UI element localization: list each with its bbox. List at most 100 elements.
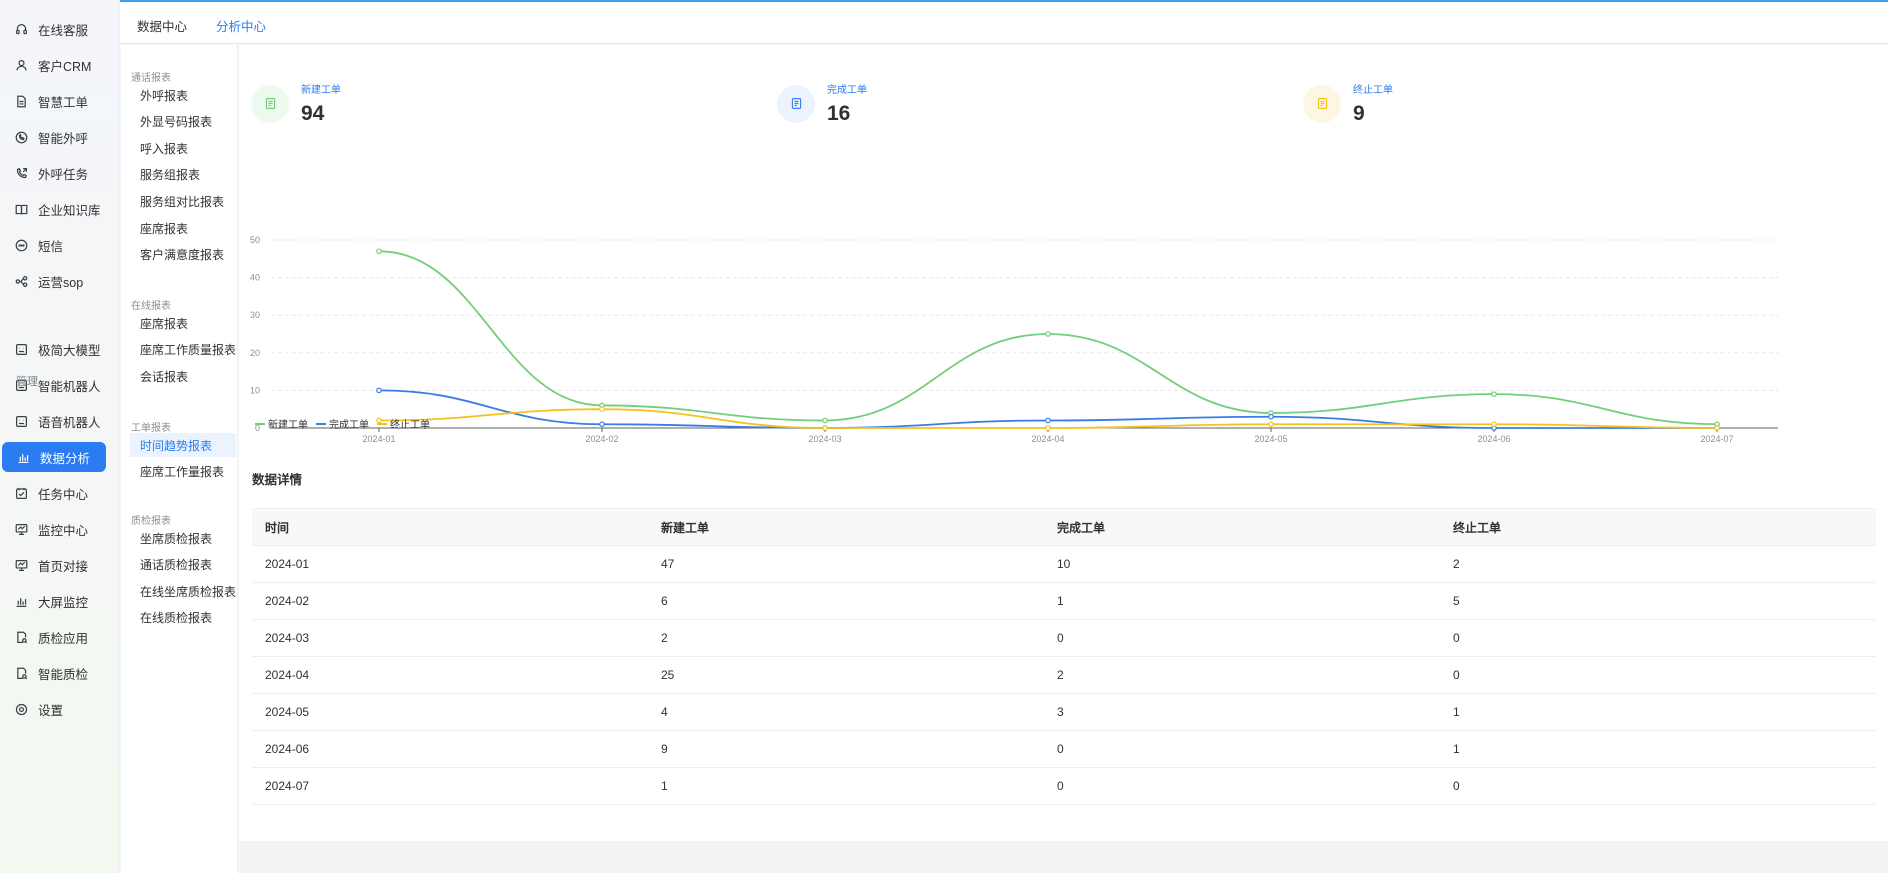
- sidebar-item-3[interactable]: 智慧工单: [0, 86, 105, 116]
- x-tick-label: 2024-01: [362, 434, 395, 444]
- table-cell: 25: [661, 668, 675, 682]
- y-tick-label: 30: [250, 310, 260, 320]
- table-header: 时间 新建工单 完成工单 终止工单: [252, 508, 1876, 546]
- stat-label: 完成工单: [827, 85, 867, 96]
- chart-legend: 新建工单 完成工单 终止工单: [255, 416, 438, 431]
- sidebar-item-2[interactable]: 客户CRM: [0, 50, 105, 80]
- report-link[interactable]: 座席工作量报表: [140, 465, 225, 480]
- sidebar-item-7[interactable]: 短信: [0, 230, 105, 260]
- sidebar-item-label: 在线客服: [38, 23, 89, 38]
- sidebar-item-19[interactable]: 设置: [0, 694, 105, 724]
- table-cell: 0: [1453, 631, 1460, 645]
- ticket-icon: [1303, 84, 1341, 123]
- legend-label: 新建工单: [268, 420, 308, 431]
- legend-item[interactable]: 终止工单: [377, 416, 430, 431]
- table-cell: 2: [1453, 557, 1460, 571]
- table-cell: 2024-02: [265, 594, 310, 608]
- report-link[interactable]: 服务组对比报表: [140, 194, 225, 209]
- sidebar-item-8[interactable]: 运营sop: [0, 266, 105, 296]
- sidebar-item-17[interactable]: 质检应用: [0, 622, 105, 652]
- monitor-icon: [14, 522, 28, 536]
- report-link[interactable]: 外呼报表: [140, 88, 189, 103]
- sidebar-item-18[interactable]: 智能质检: [0, 658, 105, 688]
- table-cell: 0: [1453, 668, 1460, 682]
- table-row: 2024-03 2 0 0: [252, 620, 1876, 657]
- report-link[interactable]: 会话报表: [140, 369, 189, 384]
- data-point: [1714, 425, 1720, 431]
- sidebar-item-label: 客户CRM: [38, 59, 92, 74]
- header-done: 完成工单: [1057, 520, 1106, 535]
- legend-label: 完成工单: [329, 420, 369, 431]
- sidebar-item-15[interactable]: 首页对接: [0, 550, 105, 580]
- trend-chart: 0 10 20 30 40 50 2024-01 2024-02 2024-03 2024-04 2…: [250, 235, 1778, 444]
- report-link[interactable]: 客户满意度报表: [140, 248, 225, 263]
- table-cell: 1: [1453, 742, 1460, 756]
- sidebar-item-6[interactable]: 企业知识库: [0, 194, 105, 224]
- legend-label: 终止工单: [390, 420, 430, 431]
- sidebar-item-4[interactable]: 智能外呼: [0, 122, 105, 152]
- table-row: 2024-06 9 0 1: [252, 731, 1876, 768]
- report-link[interactable]: 坐席质检报表: [140, 531, 213, 546]
- table-cell: 47: [661, 557, 675, 571]
- report-link[interactable]: 通话质检报表: [140, 558, 213, 573]
- sidebar-item-9[interactable]: 极简大模型: [0, 334, 105, 364]
- ticket-icon: [251, 84, 289, 123]
- data-point: [1045, 331, 1051, 337]
- data-point: [822, 425, 828, 431]
- sidebar-item-16[interactable]: 大屏监控: [0, 586, 105, 616]
- report-group-title: 工单报表: [131, 423, 171, 434]
- x-tick-label: 2024-02: [585, 434, 618, 444]
- sidebar-item-11[interactable]: 语音机器人: [0, 406, 105, 436]
- sidebar-item-label: 数据分析: [40, 451, 91, 466]
- sidebar-item-14[interactable]: 监控中心: [0, 514, 105, 544]
- main-content: 新建工单 94 完成工单 16 终止工单 9 0 10 20 30 40 50 2024-01 2024…: [239, 45, 1888, 841]
- legend-item[interactable]: 完成工单: [316, 416, 369, 431]
- report-link[interactable]: 时间趋势报表: [130, 433, 236, 457]
- report-link[interactable]: 在线质检报表: [140, 611, 213, 626]
- sidebar-item-1[interactable]: 在线客服: [0, 14, 105, 44]
- table-cell: 2024-05: [265, 705, 310, 719]
- gear-icon: [14, 702, 28, 716]
- report-link[interactable]: 呼入报表: [140, 141, 189, 156]
- sidebar-item-label: 监控中心: [38, 523, 89, 538]
- stat-value: 94: [301, 102, 325, 125]
- report-link[interactable]: 服务组报表: [140, 168, 201, 183]
- data-point: [376, 387, 382, 394]
- header-stopped: 终止工单: [1453, 520, 1502, 535]
- tab-data-center[interactable]: 数据中心: [137, 20, 188, 34]
- report-link[interactable]: 座席报表: [140, 221, 189, 236]
- legend-item[interactable]: 新建工单: [255, 416, 308, 431]
- sidebar-item-label: 语音机器人: [38, 415, 101, 430]
- sidebar-item-label: 任务中心: [38, 487, 89, 502]
- sidebar-item-13[interactable]: 任务中心: [0, 478, 105, 508]
- table-cell: 2024-06: [265, 742, 310, 756]
- data-point: [1268, 421, 1274, 428]
- inspect-icon: [14, 630, 28, 644]
- sidebar-item-12[interactable]: 数据分析: [2, 442, 106, 472]
- header-new: 新建工单: [661, 520, 710, 535]
- table-cell: 0: [1057, 631, 1064, 645]
- sidebar-item-label: 企业知识库: [38, 203, 101, 218]
- sidebar-item-label: 极简大模型: [38, 343, 101, 358]
- report-link[interactable]: 座席工作质量报表: [140, 343, 237, 358]
- sidebar-item-5[interactable]: 外呼任务: [0, 158, 105, 188]
- data-point: [822, 417, 828, 424]
- report-group-title: 质检报表: [131, 516, 171, 527]
- table-cell: 2024-01: [265, 557, 310, 571]
- report-group-title: 通话报表: [131, 73, 171, 84]
- report-link[interactable]: 座席报表: [140, 316, 189, 331]
- monitor-icon: [14, 558, 28, 572]
- phone-forward-icon: [14, 166, 28, 180]
- table-cell: 6: [661, 594, 668, 608]
- table-row: 2024-07 1 0 0: [252, 768, 1876, 805]
- message-icon: [14, 238, 28, 252]
- sidebar-item-10[interactable]: 智能机器人: [0, 370, 105, 400]
- sidebar-item-label: 智能外呼: [38, 131, 89, 146]
- report-link[interactable]: 外显号码报表: [140, 115, 213, 130]
- sidebar-item-label: 运营sop: [38, 275, 84, 290]
- table-cell: 1: [661, 779, 668, 793]
- report-link[interactable]: 在线坐席质检报表: [140, 584, 237, 599]
- tab-analysis-center[interactable]: 分析中心: [216, 20, 267, 34]
- table-cell: 2024-07: [265, 779, 310, 793]
- data-point: [1045, 417, 1051, 424]
